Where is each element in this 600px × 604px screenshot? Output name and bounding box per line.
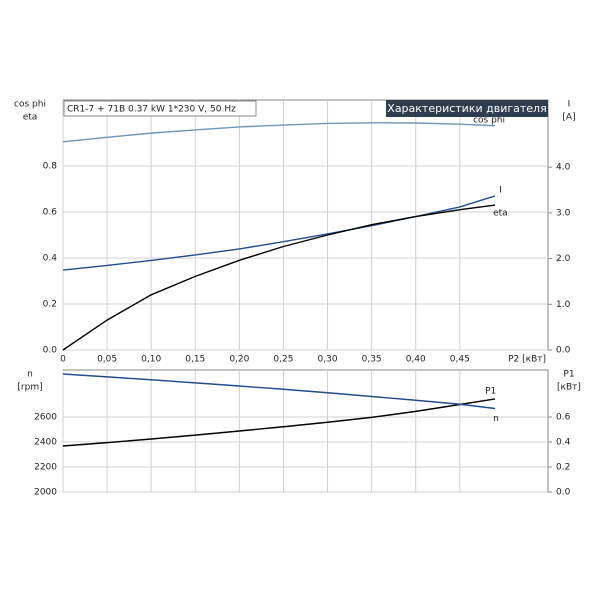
x-axis-label: P2 [кВт] — [508, 355, 546, 365]
y-tick-label: 0.8 — [43, 162, 58, 172]
x-tick-label: 0,30 — [318, 355, 338, 365]
x-tick-label: 0,05 — [97, 355, 117, 365]
series-label: eta — [493, 209, 508, 219]
x-tick-label: 0,25 — [273, 355, 293, 365]
y2-axis-label: [кВт] — [557, 383, 581, 393]
series-line — [62, 204, 496, 351]
header-box — [63, 100, 257, 117]
plot-area — [62, 99, 549, 351]
y-axis-label: n — [27, 370, 33, 380]
chart-title: Характеристики двигателя — [387, 102, 546, 115]
y2-tick-label: 2.0 — [556, 254, 571, 264]
plot-area — [62, 369, 549, 493]
series-line — [62, 373, 496, 410]
y2-tick-label: 4.0 — [556, 163, 571, 173]
series-line — [62, 398, 496, 447]
series-line — [62, 122, 496, 143]
y-tick-label: 0.4 — [43, 254, 58, 264]
series-line — [62, 195, 496, 271]
y-tick-label: 2200 — [34, 463, 57, 473]
y-tick-label: 2000 — [34, 488, 57, 498]
y2-tick-label: 3.0 — [556, 208, 571, 218]
y2-tick-label: 0.0 — [556, 346, 571, 356]
y2-tick-label: 0.0 — [556, 488, 571, 498]
x-tick-label: 0,35 — [362, 355, 382, 365]
subtitle: CR1-7 + 71B 0.37 kW 1*230 V, 50 Hz — [67, 105, 236, 115]
y-tick-label: 0.2 — [43, 300, 57, 310]
y2-tick-label: 0.6 — [556, 413, 571, 423]
y2-tick-label: 1.0 — [556, 300, 571, 310]
x-tick-label: 0,45 — [450, 355, 470, 365]
y-axis-label: cos phi — [14, 100, 46, 110]
x-tick-label: 0,15 — [185, 355, 205, 365]
y-axis-label: eta — [23, 113, 38, 123]
y-tick-label: 0.0 — [43, 346, 58, 356]
x-tick-label: 0,10 — [141, 355, 161, 365]
y-tick-label: 2400 — [34, 438, 57, 448]
y2-tick-label: 0.2 — [556, 463, 570, 473]
y2-tick-label: 0.4 — [556, 438, 571, 448]
series-label: cos phi — [473, 115, 505, 125]
y-tick-label: 2600 — [34, 413, 57, 423]
y2-axis-label: I — [568, 100, 571, 110]
title-box — [386, 100, 548, 117]
y-axis-label: [rpm] — [17, 383, 42, 393]
x-tick-label: 0,20 — [229, 355, 249, 365]
y2-axis-label: P1 — [563, 370, 574, 380]
y-tick-label: 0.6 — [43, 208, 58, 218]
series-label: n — [493, 414, 499, 424]
series-label: I — [499, 185, 502, 195]
x-tick-label: 0,40 — [406, 355, 426, 365]
series-label: P1 — [485, 386, 496, 396]
x-tick-label: 0 — [60, 355, 66, 365]
y2-axis-label: [A] — [562, 113, 575, 123]
